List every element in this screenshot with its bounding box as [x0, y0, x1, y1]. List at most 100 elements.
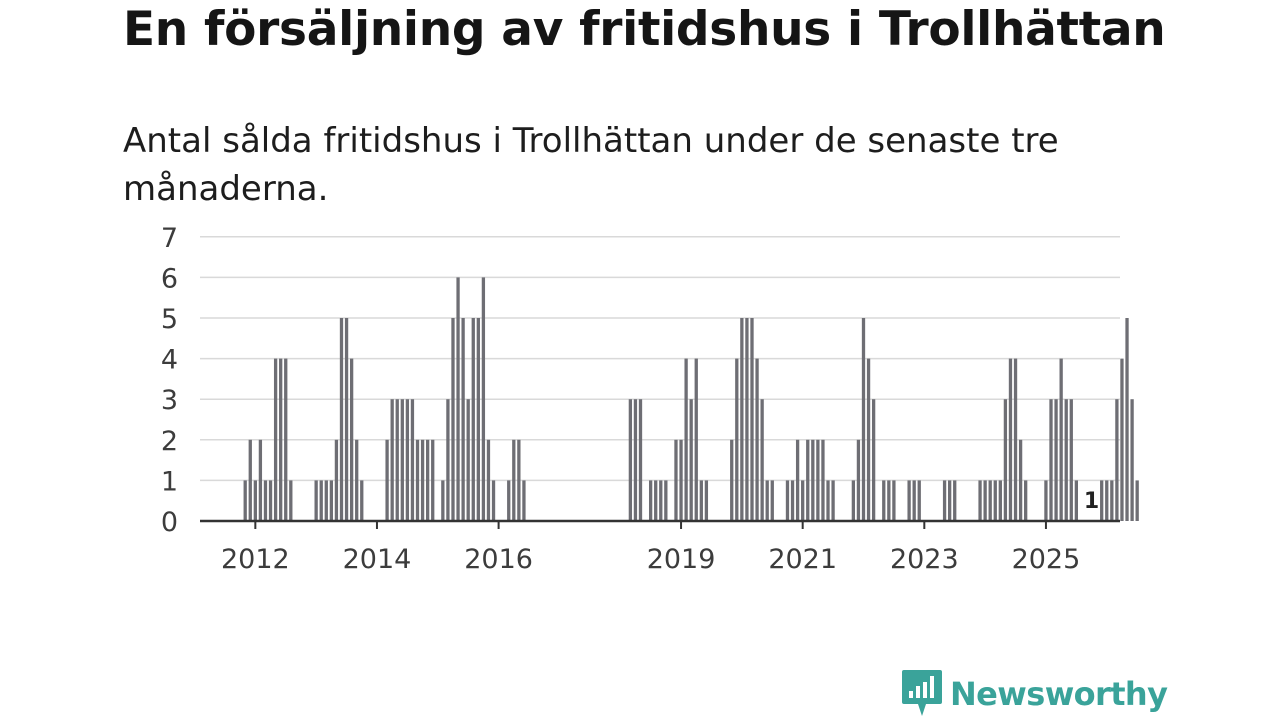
bar [476, 318, 480, 521]
bar [263, 480, 268, 521]
bar [395, 399, 399, 521]
bar [750, 318, 754, 521]
bar [948, 480, 952, 521]
y-tick-label: 5 [161, 304, 178, 335]
bar [446, 399, 450, 521]
bar [851, 480, 856, 521]
bar [801, 480, 805, 521]
bar [344, 318, 349, 521]
bars [243, 277, 1139, 521]
bar [917, 480, 921, 521]
bar [491, 480, 496, 521]
bar [400, 399, 404, 521]
bar [740, 318, 744, 521]
bar [785, 480, 790, 521]
bar [314, 480, 318, 521]
bar [1130, 399, 1134, 521]
bar [942, 480, 947, 521]
chart-subheadline: Antal sålda fritidshus i Trollhättan und… [123, 121, 1059, 209]
bar [892, 480, 896, 521]
bar [689, 399, 693, 521]
bar [887, 480, 891, 521]
bar [486, 439, 491, 521]
bar [329, 480, 334, 521]
bar [694, 358, 698, 521]
chart-headline: En försäljning av fritidshus i Trollhätt… [123, 2, 1166, 57]
bar [1054, 399, 1058, 521]
bar [461, 318, 465, 521]
bar [745, 318, 749, 521]
bar [1110, 480, 1114, 521]
bar [415, 439, 420, 521]
bar [451, 318, 455, 521]
bar [638, 399, 643, 521]
bar [735, 358, 739, 521]
bar [699, 480, 703, 521]
bar [664, 480, 668, 521]
gridlines [200, 236, 1120, 482]
y-tick-label: 6 [161, 263, 178, 294]
bar [258, 439, 263, 521]
bar [654, 480, 658, 521]
bar [441, 480, 445, 521]
bar [993, 480, 997, 521]
bar [1115, 399, 1119, 521]
bar [1135, 480, 1139, 521]
bar [507, 480, 511, 521]
bar [659, 480, 663, 521]
bar [1018, 439, 1023, 521]
bar [866, 358, 871, 521]
bar [795, 439, 800, 521]
bar [1008, 358, 1013, 521]
newsworthy-wordmark: Newsworthy [950, 675, 1168, 713]
bar [466, 399, 470, 521]
bar [953, 480, 957, 521]
bar [1074, 480, 1078, 521]
newsworthy-logo-icon [902, 670, 942, 716]
bar [1064, 399, 1068, 521]
newsworthy-logo: Newsworthy [902, 670, 1168, 718]
bar [1069, 399, 1073, 521]
bar [998, 480, 1002, 521]
bar [633, 399, 638, 521]
x-tick-label: 2014 [343, 544, 412, 575]
highlight-value-label: 1 [1084, 489, 1099, 514]
y-tick-label: 2 [161, 426, 178, 457]
y-tick-label: 7 [161, 223, 178, 254]
y-tick-label: 1 [161, 466, 178, 497]
bar [861, 318, 866, 521]
bar [760, 399, 764, 521]
bar [978, 480, 982, 521]
bar [405, 399, 410, 521]
bar [1125, 318, 1129, 521]
bar [248, 439, 252, 521]
y-tick-label: 3 [161, 385, 178, 416]
bar [319, 480, 323, 521]
bar [679, 439, 683, 521]
bar [871, 399, 876, 521]
bar [426, 439, 430, 521]
bar [821, 439, 825, 521]
bar [1044, 480, 1048, 521]
data-labels: 1 [1082, 487, 1101, 516]
bar [983, 480, 987, 521]
bar [390, 399, 394, 521]
bar [339, 318, 344, 521]
bar [284, 358, 288, 521]
y-tick-label: 0 [161, 507, 178, 538]
bar [674, 439, 678, 521]
bar [385, 439, 389, 521]
bar [704, 480, 709, 521]
x-tick-label: 2019 [647, 544, 716, 575]
x-tick-label: 2021 [768, 544, 837, 575]
bar [628, 399, 633, 521]
bar [522, 480, 526, 521]
bar [765, 480, 769, 521]
bar [279, 358, 283, 521]
bar [1100, 480, 1104, 521]
x-tick-label: 2025 [1012, 544, 1081, 575]
bar [806, 439, 810, 521]
bar [324, 480, 328, 521]
bar [360, 480, 364, 521]
